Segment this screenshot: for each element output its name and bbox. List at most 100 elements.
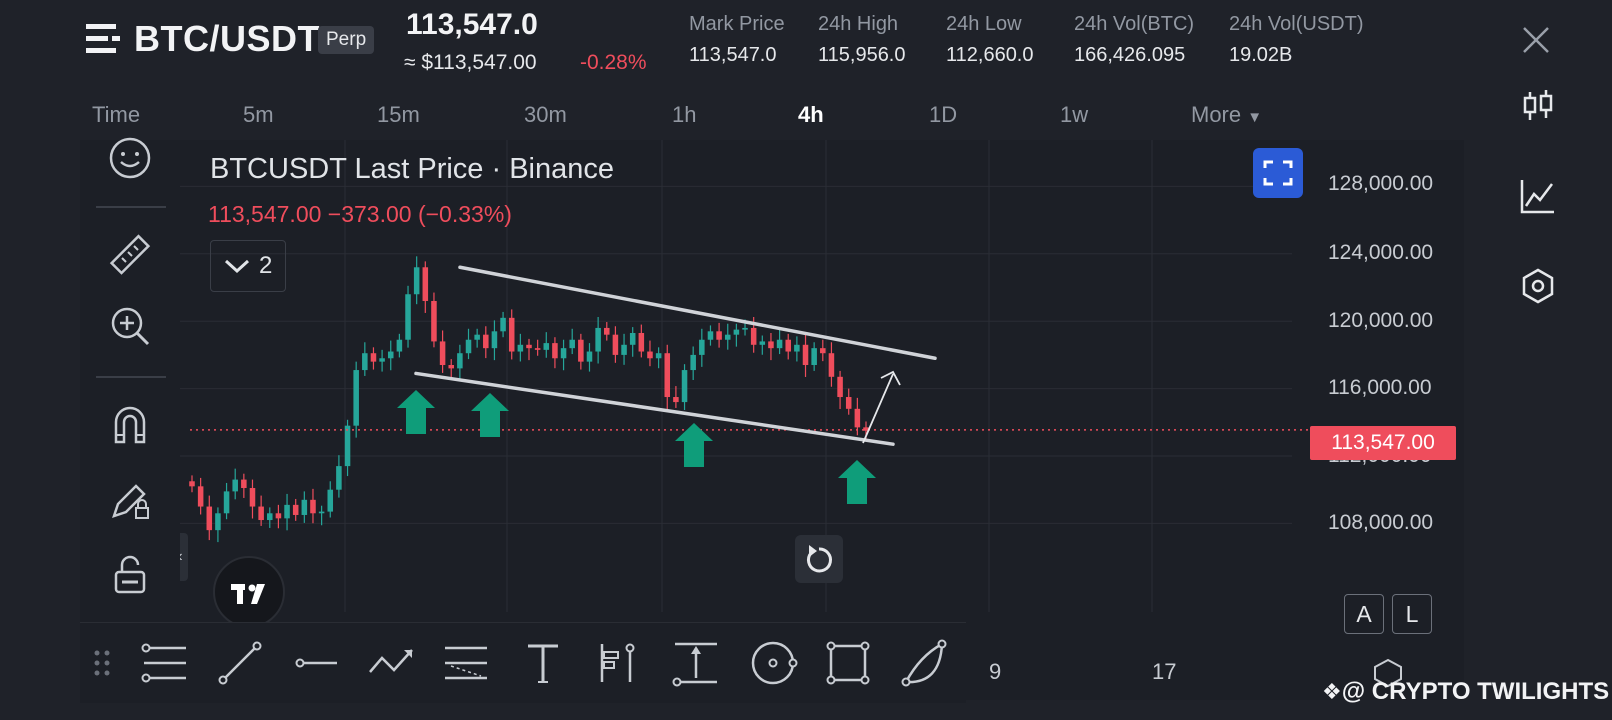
candle [681,370,688,403]
reset-chart-button[interactable] [795,535,843,583]
text-icon[interactable] [518,638,568,688]
settings-hex-icon[interactable] [1518,266,1558,306]
candle [508,317,515,352]
candle [863,427,869,431]
candle [621,344,627,355]
candle [526,344,532,349]
tab-30m[interactable]: 30m [524,102,567,127]
perp-badge: Perp [318,26,375,54]
candle [344,425,351,467]
change-percent: -0.28% [580,51,647,74]
candle [742,327,748,330]
watermark: ❖@ CRYPTO TWILIGHTS [1322,678,1609,706]
candle [448,365,454,369]
measure-icon[interactable] [671,638,721,688]
current-price-tag: 113,547.00 [1310,426,1456,460]
candle [275,513,282,519]
horizontal-line-icon[interactable] [291,638,341,688]
candle [854,408,861,428]
drag-handle-icon[interactable] [92,648,112,678]
tab-1d[interactable]: 1D [929,102,958,127]
path-icon[interactable] [366,638,416,688]
emoji-icon[interactable] [108,136,152,180]
candle [534,348,541,350]
candle [595,327,601,352]
fib-lines-icon[interactable] [140,638,190,688]
long-position-icon[interactable] [592,638,642,688]
candle [569,339,575,349]
candle [664,353,671,398]
close-icon[interactable] [1522,26,1550,54]
candle [413,267,420,295]
ruler-icon[interactable] [108,234,152,278]
candle [560,348,567,359]
trend-line-icon[interactable] [215,638,265,688]
candle [483,334,489,349]
y-axis-label: 120,000.00 [1328,309,1434,332]
indicator-icon[interactable] [1518,176,1558,216]
candle [206,506,213,531]
pencil-lock-icon[interactable] [108,478,152,522]
candle [578,339,584,362]
pitchfork-icon[interactable] [441,638,491,688]
chevron-down-icon: ▼ [1247,109,1263,126]
candle [837,376,843,398]
candle [612,334,619,355]
chart-panel[interactable] [80,140,1464,700]
candle [292,504,299,515]
candle [353,370,359,426]
toolbar-divider [96,376,166,378]
tab-more[interactable]: More ▼ [1191,102,1262,128]
candle [820,348,826,354]
arc-icon[interactable] [900,638,950,688]
candle [750,327,757,345]
candle [457,353,463,369]
candles-icon[interactable] [1518,86,1558,126]
rectangle-icon[interactable] [823,638,873,688]
lower-trendline [414,371,895,446]
support-arrow [397,390,435,434]
watermark-text: @ CRYPTO TWILIGHTS [1341,678,1610,705]
zoom-in-icon[interactable] [108,304,152,348]
tab-4h[interactable]: 4h [798,102,824,127]
candle [310,499,316,514]
candle [379,358,385,362]
candle [690,354,696,371]
candle [465,339,472,354]
candle [491,331,498,349]
y-axis-label: 116,000.00 [1328,376,1432,399]
tab-time[interactable]: Time [92,102,141,127]
series-toggle-button[interactable]: 2 [210,240,286,292]
tab-5m[interactable]: 5m [243,102,274,127]
stat-label-24h-vol-usdt: 24h Vol(USDT) [1229,13,1364,35]
projection-arrow [862,373,894,444]
circle-icon[interactable] [748,638,798,688]
candle [232,479,238,492]
usd-price: ≈ $113,547.00 [404,51,537,74]
drawing-toolbar [80,622,966,703]
menu-icon[interactable] [86,22,122,56]
stat-value-24h-low: 112,660.0 [946,44,1034,66]
support-arrow [471,393,509,437]
candle [370,353,377,362]
auto-scale-button[interactable]: A [1344,594,1384,634]
candle [811,348,817,366]
candle [362,353,368,371]
stat-label-mark-price: Mark Price [689,13,785,35]
candle [474,334,480,340]
unlock-icon[interactable] [108,552,152,596]
tab-1w[interactable]: 1w [1060,102,1089,127]
candle [284,504,290,519]
candle [785,339,791,352]
candle [543,343,550,350]
support-arrow [838,460,876,504]
tab-1h[interactable]: 1h [672,102,697,127]
magnet-icon[interactable] [108,404,152,448]
fullscreen-button[interactable] [1253,148,1303,198]
tab-15m[interactable]: 15m [377,102,420,127]
chart-price-change: 113,547.00 −373.00 (−0.33%) [208,201,512,227]
pair-name[interactable]: BTC/USDT [134,18,320,59]
candle [517,344,524,352]
log-scale-button[interactable]: L [1392,594,1432,634]
